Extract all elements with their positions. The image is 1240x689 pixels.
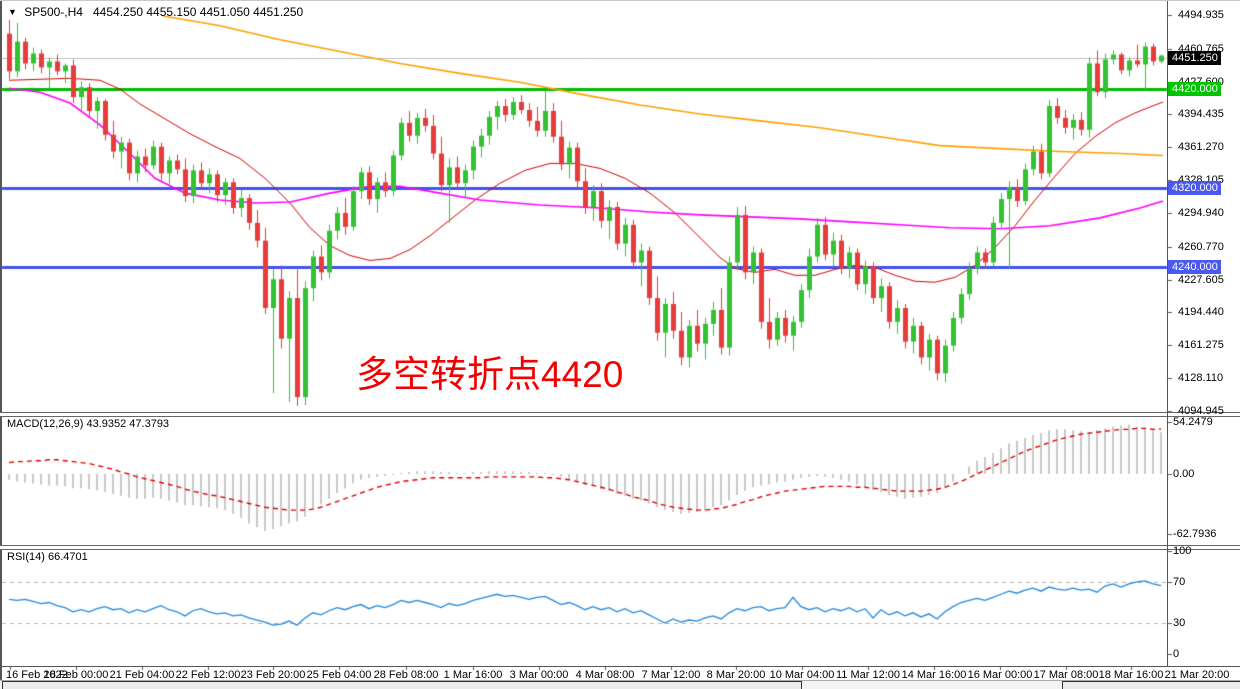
macd-axis-label: 0.00 bbox=[1173, 468, 1195, 480]
time-axis-label: 18 Feb 00:00 bbox=[43, 669, 109, 681]
macd-panel-label: MACD(12,26,9) 43.9352 47.3793 bbox=[7, 418, 170, 430]
rsi-axis-label: 70 bbox=[1173, 576, 1186, 588]
price-axis-label: 4194.440 bbox=[1178, 306, 1224, 318]
time-axis-label: 18 Mar 16:00 bbox=[1098, 669, 1164, 681]
time-axis-label: 17 Mar 08:00 bbox=[1033, 669, 1099, 681]
scrollbar-segment[interactable] bbox=[1062, 681, 1240, 689]
annotation-text: 多空转折点4420 bbox=[356, 354, 624, 395]
price-axis-label: 4161.275 bbox=[1178, 339, 1224, 351]
time-axis-label: 11 Mar 12:00 bbox=[835, 669, 901, 681]
price-axis-label: 4094.945 bbox=[1178, 405, 1224, 417]
time-axis-label: 25 Feb 04:00 bbox=[306, 669, 372, 681]
price-badge: 4320.000 bbox=[1168, 181, 1221, 195]
horizontal-scrollbar[interactable] bbox=[0, 680, 1240, 689]
macd-axis-label: -62.7936 bbox=[1173, 528, 1217, 540]
price-badge: 4240.000 bbox=[1168, 260, 1221, 274]
chart-title-row: ▼ SP500-,H4 4454.250 4455.150 4451.050 4… bbox=[8, 5, 303, 19]
rsi-panel-label: RSI(14) 66.4701 bbox=[7, 551, 88, 563]
time-axis-label: 21 Feb 04:00 bbox=[109, 669, 175, 681]
time-axis-label: 16 Mar 00:00 bbox=[967, 669, 1033, 681]
price-axis-label: 4394.435 bbox=[1178, 108, 1224, 120]
time-axis-label: 16 Feb 2022 bbox=[6, 669, 68, 681]
time-axis-label: 23 Feb 20:00 bbox=[240, 669, 306, 681]
time-axis-label: 1 Mar 16:00 bbox=[443, 669, 503, 681]
time-axis-label: 28 Feb 08:00 bbox=[373, 669, 439, 681]
time-axis-label: 14 Mar 16:00 bbox=[901, 669, 967, 681]
price-axis-label: 4260.770 bbox=[1178, 241, 1224, 253]
price-axis-label: 4361.270 bbox=[1178, 141, 1224, 153]
price-axis-line bbox=[1167, 1, 1168, 667]
price-axis-label: 4128.110 bbox=[1178, 372, 1224, 384]
price-axis-label: 4227.605 bbox=[1178, 274, 1224, 286]
time-axis-label: 10 Mar 04:00 bbox=[769, 669, 835, 681]
panel-separator-macd[interactable] bbox=[0, 412, 1240, 417]
macd-axis-label: 54.2479 bbox=[1173, 416, 1213, 428]
time-axis-label: 8 Mar 20:00 bbox=[706, 669, 766, 681]
rsi-axis-label: 100 bbox=[1173, 545, 1192, 557]
time-axis-label: 4 Mar 08:00 bbox=[575, 669, 635, 681]
time-axis-label: 3 Mar 00:00 bbox=[509, 669, 569, 681]
panel-separator-rsi[interactable] bbox=[0, 545, 1240, 550]
ohlc-values: 4454.250 4455.150 4451.050 4451.250 bbox=[93, 5, 304, 19]
time-axis-line bbox=[0, 666, 1240, 667]
rsi-axis-label: 30 bbox=[1173, 617, 1186, 629]
symbol-timeframe-label: SP500-,H4 bbox=[24, 5, 83, 19]
price-badge: 4420.000 bbox=[1168, 82, 1221, 96]
price-badge: 4451.250 bbox=[1168, 51, 1221, 65]
scrollbar-thumb[interactable] bbox=[2, 681, 802, 689]
rsi-axis-label: 0 bbox=[1173, 648, 1180, 660]
time-axis-label: 22 Feb 12:00 bbox=[175, 669, 241, 681]
price-axis-label: 4294.940 bbox=[1178, 207, 1224, 219]
symbol-dropdown-icon[interactable]: ▼ bbox=[8, 7, 17, 17]
price-axis-label: 4494.935 bbox=[1178, 9, 1224, 21]
time-axis-label: 21 Mar 20:00 bbox=[1164, 669, 1230, 681]
time-axis-label: 7 Mar 12:00 bbox=[641, 669, 701, 681]
